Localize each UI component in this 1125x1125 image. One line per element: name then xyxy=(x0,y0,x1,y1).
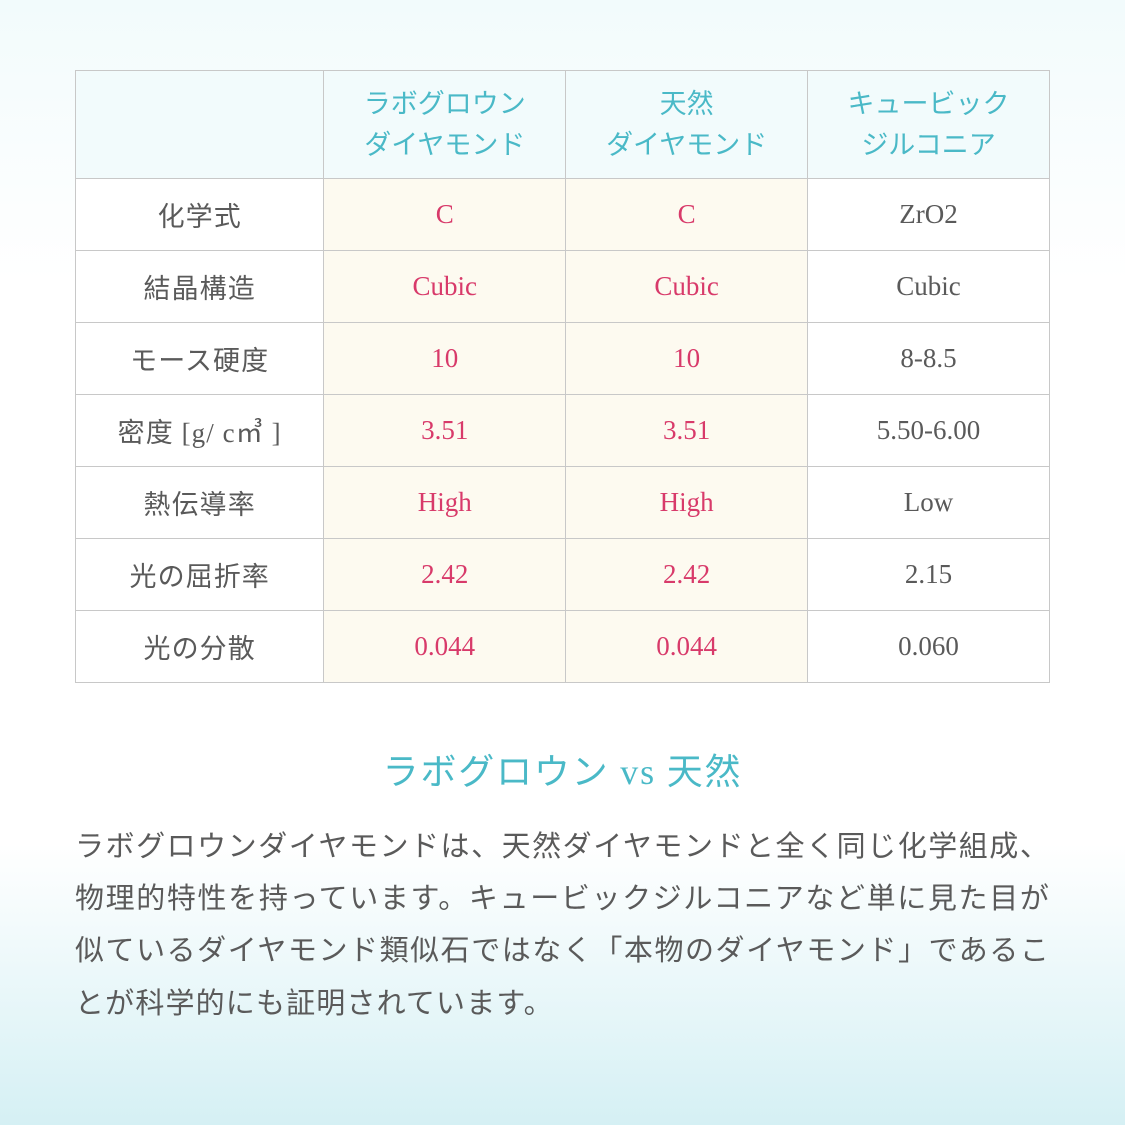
table-row: 熱伝導率HighHighLow xyxy=(76,467,1050,539)
cell-natural: C xyxy=(566,179,808,251)
cell-cz: ZrO2 xyxy=(808,179,1050,251)
row-label: 光の分散 xyxy=(76,611,324,683)
cell-natural: 10 xyxy=(566,323,808,395)
header-label: ラボグロウン xyxy=(364,89,526,119)
cell-natural: 2.42 xyxy=(566,539,808,611)
header-blank xyxy=(76,71,324,179)
cell-cz: Cubic xyxy=(808,251,1050,323)
row-label: 化学式 xyxy=(76,179,324,251)
row-label: 結晶構造 xyxy=(76,251,324,323)
header-labgrown: ラボグロウン ダイヤモンド xyxy=(324,71,566,179)
comparison-table: ラボグロウン ダイヤモンド 天然 ダイヤモンド キュービック ジルコニア 化学式… xyxy=(75,70,1050,683)
subtitle: ラボグロウン vs 天然 xyxy=(75,743,1050,795)
cell-natural: Cubic xyxy=(566,251,808,323)
cell-labgrown: High xyxy=(324,467,566,539)
row-label: 光の屈折率 xyxy=(76,539,324,611)
table-row: 密度 [g/ c㎥ ]3.513.515.50-6.00 xyxy=(76,395,1050,467)
table-row: 化学式CCZrO2 xyxy=(76,179,1050,251)
header-label: ジルコニア xyxy=(861,130,995,160)
table-row: 光の屈折率2.422.422.15 xyxy=(76,539,1050,611)
header-label: ダイヤモンド xyxy=(606,130,767,160)
cell-natural: High xyxy=(566,467,808,539)
subtitle-left: ラボグロウン xyxy=(383,752,610,792)
cell-labgrown: 3.51 xyxy=(324,395,566,467)
cell-cz: 2.15 xyxy=(808,539,1050,611)
table-header-row: ラボグロウン ダイヤモンド 天然 ダイヤモンド キュービック ジルコニア xyxy=(76,71,1050,179)
cell-labgrown: Cubic xyxy=(324,251,566,323)
description-text: ラボグロウンダイヤモンドは、天然ダイヤモンドと全く同じ化学組成、物理的特性を持っ… xyxy=(75,821,1050,1030)
cell-labgrown: 2.42 xyxy=(324,539,566,611)
cell-labgrown: C xyxy=(324,179,566,251)
header-label: キュービック xyxy=(848,89,1010,119)
cell-cz: Low xyxy=(808,467,1050,539)
table-row: モース硬度10108-8.5 xyxy=(76,323,1050,395)
header-natural: 天然 ダイヤモンド xyxy=(566,71,808,179)
cell-cz: 5.50-6.00 xyxy=(808,395,1050,467)
subtitle-right: 天然 xyxy=(667,752,743,792)
header-label: 天然 xyxy=(660,89,714,119)
cell-cz: 0.060 xyxy=(808,611,1050,683)
header-label: ダイヤモンド xyxy=(364,130,525,160)
cell-natural: 3.51 xyxy=(566,395,808,467)
subtitle-vs: vs xyxy=(609,752,666,792)
cell-natural: 0.044 xyxy=(566,611,808,683)
cell-labgrown: 0.044 xyxy=(324,611,566,683)
header-cz: キュービック ジルコニア xyxy=(808,71,1050,179)
row-label: 密度 [g/ c㎥ ] xyxy=(76,395,324,467)
row-label: 熱伝導率 xyxy=(76,467,324,539)
cell-labgrown: 10 xyxy=(324,323,566,395)
cell-cz: 8-8.5 xyxy=(808,323,1050,395)
table-row: 光の分散0.0440.0440.060 xyxy=(76,611,1050,683)
table-body: 化学式CCZrO2結晶構造CubicCubicCubicモース硬度10108-8… xyxy=(76,179,1050,683)
row-label: モース硬度 xyxy=(76,323,324,395)
table-row: 結晶構造CubicCubicCubic xyxy=(76,251,1050,323)
